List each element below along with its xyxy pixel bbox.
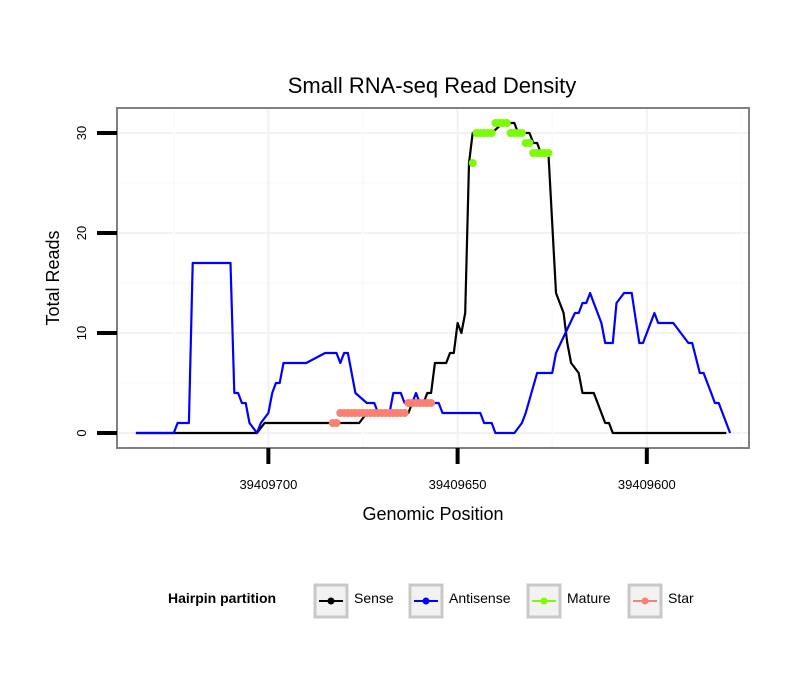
data-point-mature — [468, 159, 477, 167]
legend-key-point — [327, 597, 335, 605]
legend-entry-sense: Sense — [313, 583, 394, 619]
legend-entry-star: Star — [627, 583, 694, 619]
series-antisense — [135, 261, 732, 435]
legend-key-point — [422, 597, 430, 605]
legend-label: Sense — [354, 590, 394, 606]
y-tick-label: 30 — [74, 126, 89, 140]
x-tick-label: 39409600 — [618, 477, 676, 492]
x-tick-label: 39409700 — [239, 477, 297, 492]
y-tick-label: 20 — [74, 226, 89, 240]
data-point-mature — [487, 129, 496, 137]
data-point-mature — [544, 149, 553, 157]
legend-entry-antisense: Antisense — [408, 583, 511, 619]
legend-label: Star — [668, 590, 694, 606]
x-tick-label: 39409650 — [429, 477, 487, 492]
series-star — [328, 399, 436, 427]
series-line-antisense — [135, 261, 732, 435]
legend: Hairpin partition Sense Antisense Mature St… — [168, 583, 694, 619]
data-point-mature — [517, 129, 526, 137]
y-axis-title: Total Reads — [43, 230, 63, 325]
legend-title: Hairpin partition — [168, 590, 276, 606]
y-tick-label: 0 — [74, 429, 89, 436]
data-point-mature — [502, 119, 511, 127]
legend-key-point — [641, 597, 649, 605]
axes: 0 10 20 30 39409700 39409650 39409600 — [74, 126, 676, 492]
data-point-star — [400, 409, 409, 417]
plot-panel — [117, 108, 749, 448]
series-mature — [468, 119, 553, 167]
x-axis-title: Genomic Position — [362, 504, 503, 524]
series-layer — [135, 119, 732, 435]
legend-key-point — [540, 597, 548, 605]
legend-label: Mature — [567, 590, 611, 606]
legend-label: Antisense — [449, 590, 511, 606]
data-point-star — [427, 399, 436, 407]
legend-entry-mature: Mature — [526, 583, 611, 619]
series-sense — [135, 121, 727, 435]
y-tick-label: 10 — [74, 326, 89, 340]
data-point-star — [332, 419, 341, 427]
chart-title: Small RNA-seq Read Density — [288, 73, 577, 98]
plot-border — [116, 107, 750, 449]
series-line-sense — [135, 121, 727, 435]
data-point-mature — [525, 139, 534, 147]
